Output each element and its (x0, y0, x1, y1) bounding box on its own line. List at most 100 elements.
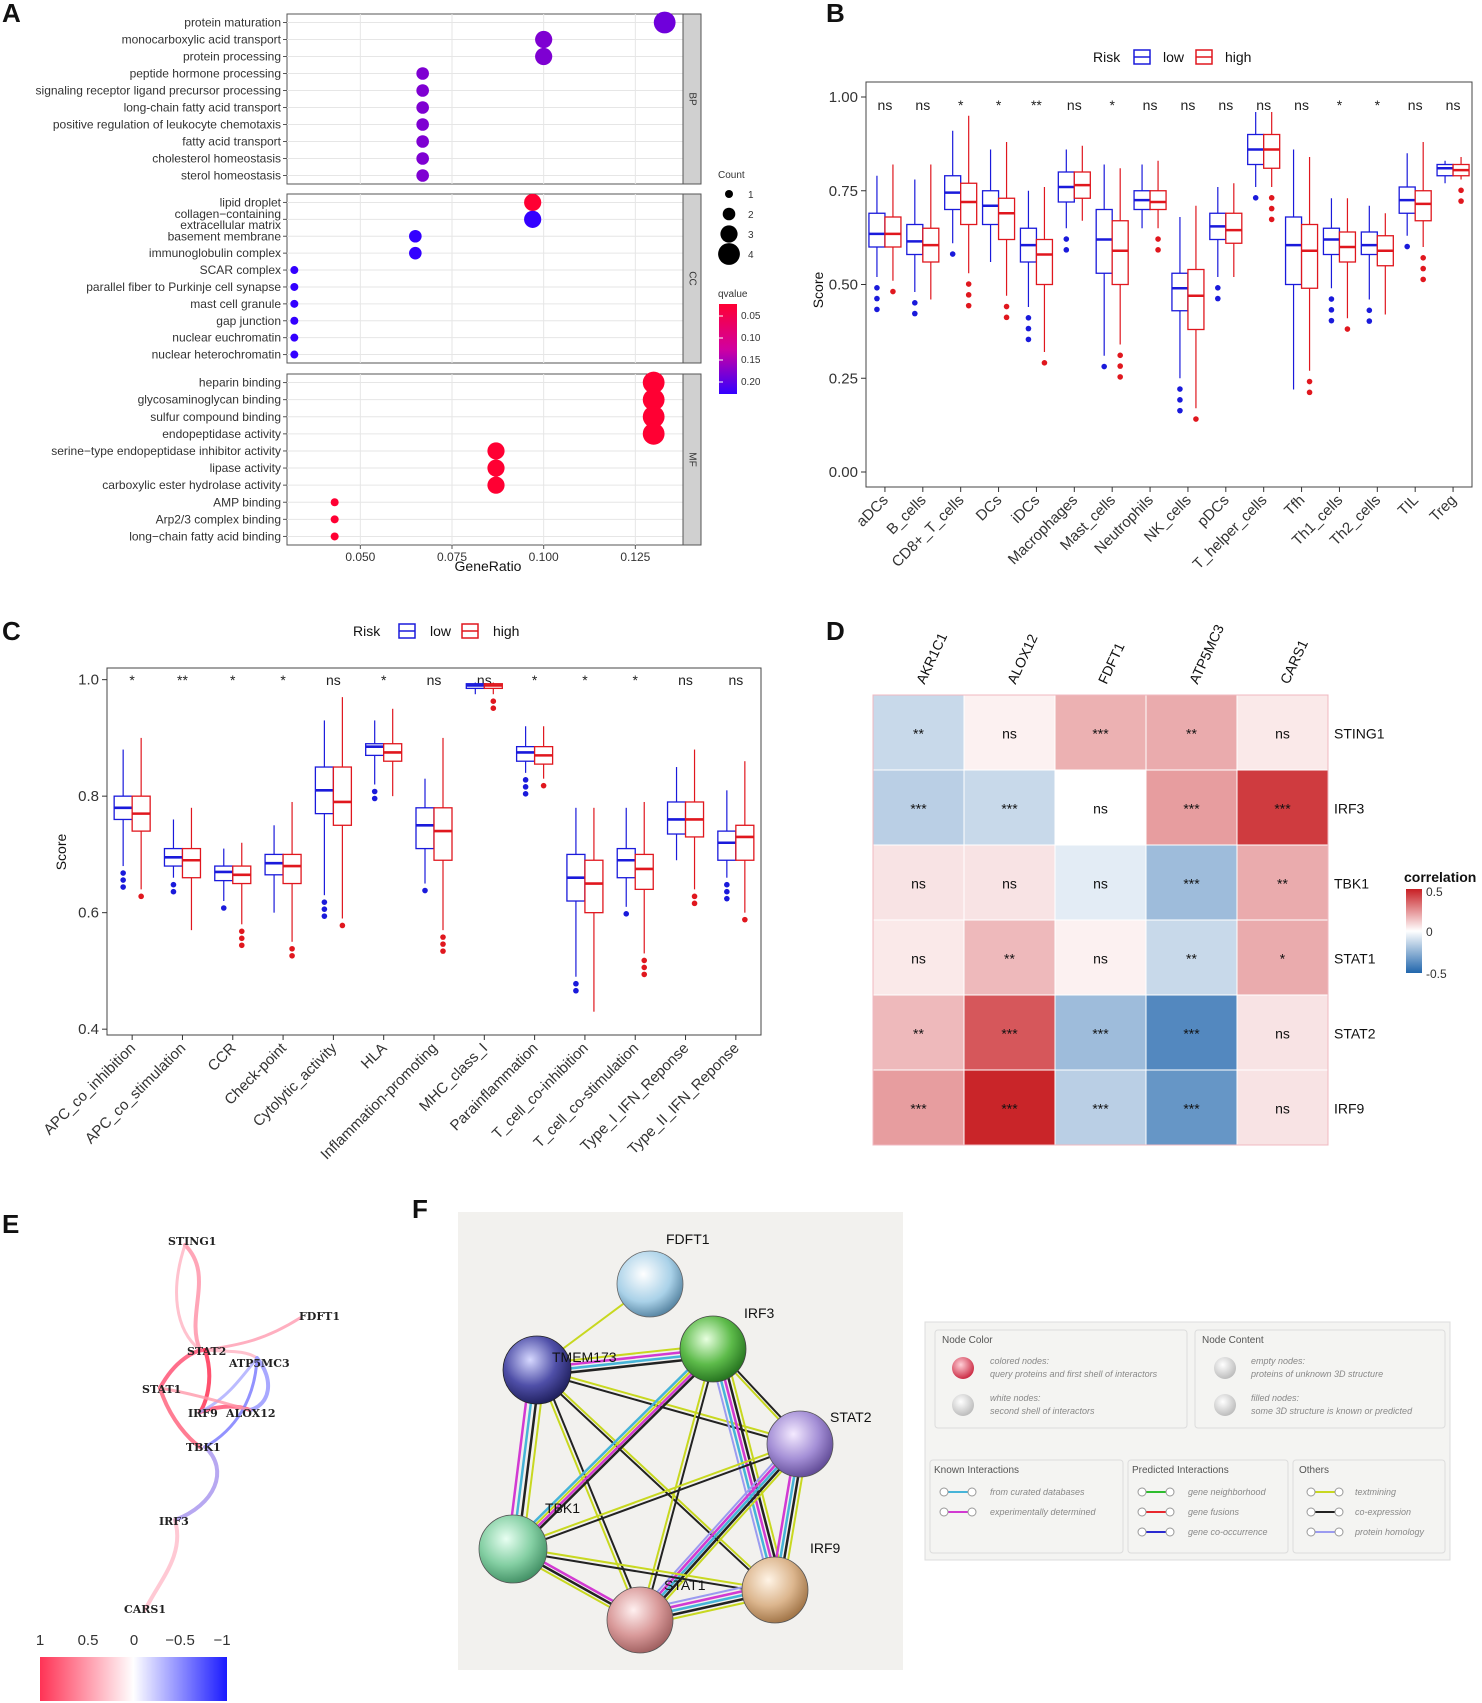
d-column-label: ALOX12 (1004, 631, 1041, 686)
d-cell (963, 769, 1056, 846)
f-legend-empty-nodes: empty nodes: (1251, 1356, 1306, 1366)
a-term-label: nuclear heterochromatin (152, 348, 281, 362)
a-x-tick-label: 0.050 (345, 550, 375, 564)
a-term-label: endopeptidase activity (162, 427, 281, 441)
b-outlier-low (1177, 386, 1183, 392)
panel-c-boxplot: Risk low high 0.4 0.6 0.8 1.0 APC_co_inhibit… (40, 623, 762, 1163)
b-box-low (1284, 216, 1303, 286)
b-outlier-low (1025, 325, 1032, 332)
c-significance-label: * (633, 672, 639, 688)
c-box-high (332, 766, 353, 826)
e-node-stat1: STAT1 (142, 1383, 181, 1396)
d-cell-label: *** (1001, 1101, 1018, 1117)
b-outlier-high (1117, 363, 1123, 369)
f-legend-predicted-3: gene co-occurrence (1188, 1527, 1268, 1537)
b-box-high (960, 182, 978, 226)
b-outlier-high (1155, 236, 1161, 242)
b-y-tick-label: 1.00 (829, 89, 858, 106)
a-facet-strip-mf (682, 373, 702, 546)
panel-label-a: A (2, 0, 21, 28)
f-legend-empty-desc: proteins of unknown 3D structure (1250, 1369, 1383, 1379)
panel-label-b: B (826, 0, 845, 28)
f-node-tmem173 (502, 1335, 572, 1405)
d-cell (1236, 844, 1329, 921)
a-facets: BP CC MF (682, 13, 702, 546)
b-box-high (1414, 190, 1432, 222)
a-term-label: protein processing (183, 50, 281, 64)
panel-a-go-dotplot: BP CC MF protein maturation monocarboxylic … (36, 11, 761, 574)
f-legend-filled-nodes: filled nodes: (1251, 1393, 1300, 1403)
f-legend-others-lines (1306, 1487, 1344, 1537)
a-term-label: glycosaminoglycan binding (138, 393, 281, 407)
a-dot (416, 118, 429, 131)
a-term-label: AMP binding (213, 495, 281, 509)
b-outlier-high (1420, 254, 1426, 261)
f-label-irf9: IRF9 (810, 1540, 841, 1556)
panel-f-string-network: FDFT1 IRF3 TMEM173 STAT2 TBK1 IRF9 STAT1… (458, 1212, 1451, 1670)
c-outlier-high (289, 945, 295, 952)
a-dot (642, 388, 665, 411)
f-node-irf3 (679, 1315, 747, 1383)
a-color-tick-label: 0.05 (741, 311, 761, 322)
c-x-tick-label: HLA (358, 1040, 391, 1073)
d-cell-label: ns (1275, 1026, 1290, 1042)
a-dot (535, 47, 553, 66)
b-box-high (1187, 268, 1205, 331)
b-significance-label: ns (1181, 97, 1196, 113)
b-significance-label: ** (1031, 97, 1042, 113)
c-significance-label: ns (728, 672, 743, 688)
b-box-high (884, 216, 902, 248)
c-x-tick-label: CCR (205, 1040, 240, 1075)
a-color-legend-ticks: 0.05 0.10 0.15 0.20 (719, 311, 761, 388)
d-cell-label: ** (1277, 876, 1288, 892)
f-legend-others-title: Others (1299, 1465, 1329, 1476)
a-size-legend-label: 3 (748, 230, 754, 241)
b-outlier-high (1155, 247, 1161, 253)
a-x-tick-label: 0.125 (620, 550, 650, 564)
a-term-label: nuclear euchromatin (172, 331, 281, 345)
b-outlier-low (1366, 318, 1373, 324)
a-term-label: lipid droplet (220, 195, 282, 209)
a-size-legend-label: 1 (748, 190, 754, 201)
f-label-irf3: IRF3 (744, 1305, 775, 1321)
f-legend-known-box (929, 1459, 1124, 1554)
c-box-low (264, 853, 284, 876)
b-legend-high-label: high (1225, 49, 1251, 65)
b-outlier-high (1344, 326, 1351, 332)
c-outlier-low (371, 795, 378, 802)
d-cell (872, 694, 965, 771)
a-term-label: mast cell granule (190, 297, 281, 311)
c-outlier-low (321, 899, 328, 905)
c-outlier-low (321, 906, 328, 912)
d-cell (1145, 769, 1238, 846)
c-y-tick-label: 0.8 (78, 788, 99, 805)
d-cell (872, 1069, 965, 1146)
d-cell (1145, 919, 1238, 996)
e-node-fdft1: FDFT1 (299, 1310, 340, 1323)
c-y-axis-label: Score (53, 834, 69, 871)
c-outlier-high (641, 957, 648, 964)
a-size-legend-dot (718, 243, 740, 265)
d-row-label: STAT2 (1334, 1026, 1376, 1042)
d-cell-label: ns (911, 876, 926, 892)
b-outlier-high (1458, 187, 1464, 194)
a-dot (524, 193, 542, 212)
b-outlier-low (949, 251, 956, 257)
a-term-label: basement membrane (168, 229, 282, 243)
d-cell-label: ns (1093, 876, 1108, 892)
a-dot (330, 515, 339, 524)
c-outlier-low (522, 791, 529, 797)
c-outlier-low (724, 895, 730, 902)
f-legend-others-1: textmining (1355, 1487, 1396, 1497)
c-legend-high-label: high (493, 623, 519, 639)
c-x-tick-label: APC_co_stimulation (82, 1040, 190, 1148)
d-cell-label: ns (1002, 876, 1017, 892)
c-significance-label: ns (427, 672, 442, 688)
b-outlier-high (1268, 205, 1275, 212)
c-outlier-high (641, 964, 648, 971)
panel-b-boxplot: Risk low high 0.000.250.500.751.00aDCsns… (810, 49, 1473, 573)
b-x-tick-label: Treg (1426, 492, 1459, 525)
a-size-legend-dot (720, 225, 738, 243)
f-label-fdft1: FDFT1 (666, 1231, 710, 1247)
d-cell (1236, 1069, 1329, 1146)
